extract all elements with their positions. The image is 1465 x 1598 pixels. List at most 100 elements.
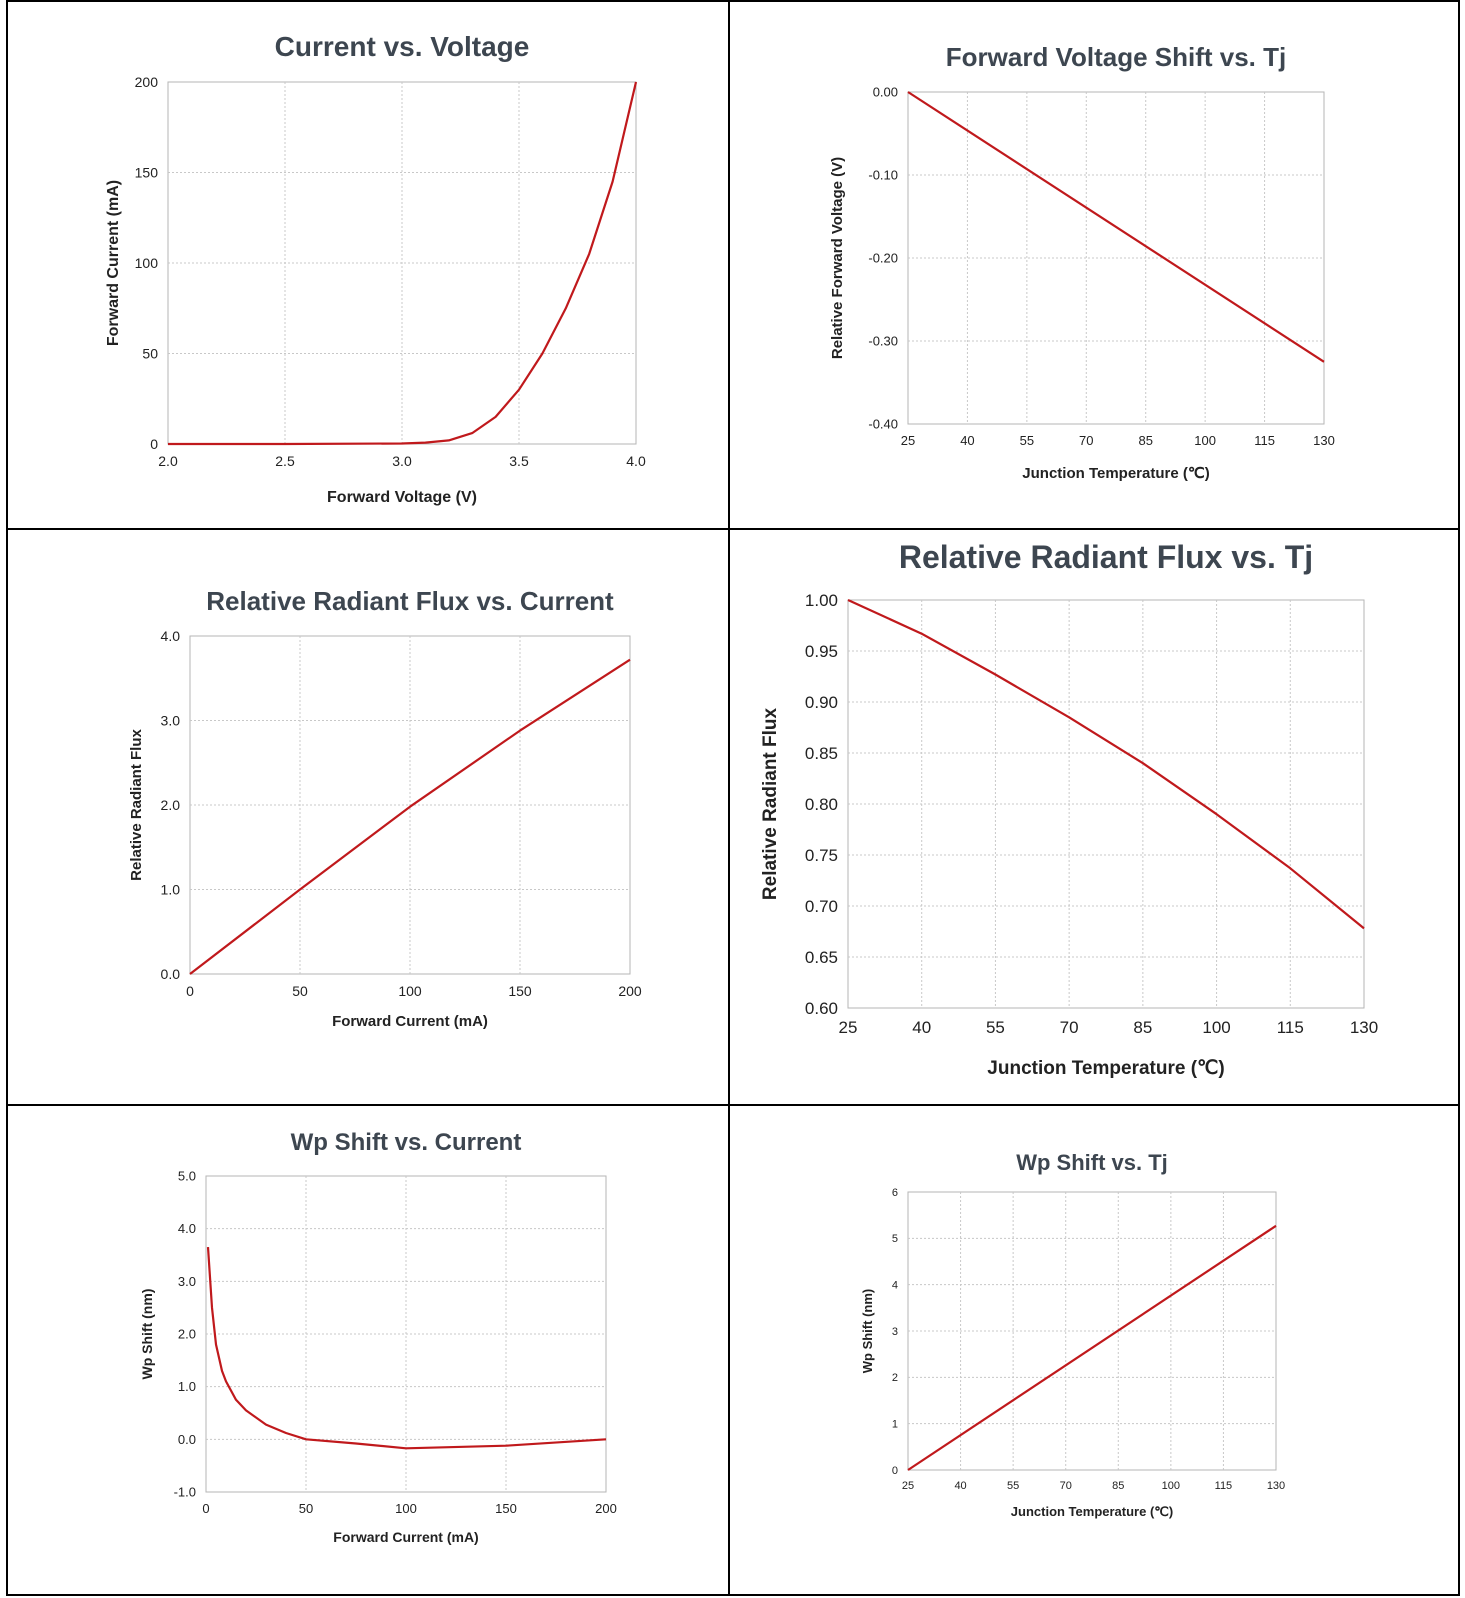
chart-title: Current vs. Voltage (275, 31, 530, 62)
y-tick-label: -0.30 (868, 334, 898, 349)
y-tick-label: -0.10 (868, 168, 898, 183)
x-tick-label: 70 (1060, 1018, 1079, 1037)
y-tick-label: 0.70 (805, 897, 838, 916)
y-tick-label: 200 (135, 74, 159, 90)
y-tick-label: -0.20 (868, 251, 898, 266)
x-axis-label: Junction Temperature (℃) (987, 1058, 1224, 1079)
series-line (907, 91, 1325, 363)
y-tick-label: -1.0 (174, 1485, 196, 1500)
x-axis-label: Forward Voltage (V) (327, 489, 477, 506)
y-tick-label: 100 (135, 255, 159, 271)
y-tick-label: 0 (892, 1465, 898, 1477)
x-tick-label: 150 (495, 1501, 517, 1516)
current-vs-voltage-chart: Current vs. Voltage 2.0 2.5 3.0 3.5 4.0 0 50 100… (105, 31, 646, 506)
x-tick-label: 40 (960, 433, 974, 448)
chart-panel-iv: Current vs. Voltage 2.0 2.5 3.0 3.5 4.0 0 50 100… (6, 0, 730, 530)
chart-panel-vf-shift: Forward Voltage Shift vs. Tj 25 40 55 70 85 10… (728, 0, 1460, 530)
y-tick-label: 5 (892, 1233, 898, 1245)
x-tick-label: 115 (1277, 1018, 1304, 1037)
x-tick-label: 25 (901, 433, 915, 448)
y-axis-label: Forward Current (mA) (105, 180, 122, 346)
x-axis-label: Junction Temperature (℃) (1022, 465, 1209, 482)
x-tick-label: 115 (1254, 433, 1275, 448)
x-tick-label: 0 (186, 983, 194, 999)
y-tick-label: 3.0 (178, 1274, 196, 1289)
y-tick-label: 0.95 (805, 642, 838, 661)
x-tick-label: 2.0 (158, 453, 178, 469)
x-tick-label: 115 (1215, 1480, 1233, 1492)
x-tick-label: 100 (1162, 1480, 1180, 1492)
x-tick-label: 50 (299, 1501, 313, 1516)
chart-panel-flux-tj: Relative Radiant Flux vs. Tj 25 40 55 70 85 10… (728, 528, 1460, 1106)
y-tick-label: 0.65 (805, 948, 838, 967)
x-tick-label: 25 (902, 1480, 914, 1492)
x-tick-label: 85 (1112, 1480, 1124, 1492)
x-tick-label: 40 (954, 1480, 966, 1492)
y-tick-label: 1.0 (178, 1379, 196, 1394)
y-tick-label: 0.0 (161, 966, 181, 982)
x-tick-label: 70 (1060, 1480, 1072, 1492)
y-tick-label: 50 (142, 345, 158, 361)
x-tick-label: 100 (395, 1501, 417, 1516)
x-tick-label: 85 (1133, 1018, 1152, 1037)
x-tick-label: 0 (202, 1501, 209, 1516)
y-tick-label: 4 (892, 1280, 898, 1292)
x-tick-label: 100 (1194, 433, 1216, 448)
chart-title: Relative Radiant Flux vs. Tj (899, 539, 1313, 575)
x-tick-label: 130 (1267, 1480, 1285, 1492)
x-tick-label: 130 (1313, 433, 1335, 448)
y-tick-label: 0.80 (805, 795, 838, 814)
y-tick-label: 3 (892, 1326, 898, 1338)
chart-panel-wp-tj: Wp Shift vs. Tj 25 40 55 70 85 100 115 130 0 1 2 3 4 5… (728, 1104, 1460, 1596)
x-tick-label: 150 (508, 983, 532, 999)
x-tick-label: 55 (1020, 433, 1034, 448)
y-tick-label: 4.0 (161, 628, 181, 644)
y-tick-label: 0.85 (805, 744, 838, 763)
series-line (907, 1224, 1277, 1471)
forward-voltage-shift-chart: Forward Voltage Shift vs. Tj 25 40 55 70 85 10… (829, 42, 1335, 482)
x-tick-label: 40 (912, 1018, 931, 1037)
chart-title: Forward Voltage Shift vs. Tj (946, 42, 1286, 72)
y-tick-label: 1.0 (161, 881, 181, 897)
x-axis-label: Forward Current (mA) (333, 1529, 478, 1545)
y-tick-label: 0.0 (178, 1432, 196, 1447)
y-tick-label: 4.0 (178, 1221, 196, 1236)
y-tick-label: 5.0 (178, 1169, 196, 1184)
y-axis-label: Wp Shift (nm) (860, 1289, 875, 1373)
x-tick-label: 70 (1079, 433, 1093, 448)
series-line (206, 1247, 607, 1450)
x-tick-label: 50 (292, 983, 308, 999)
x-axis-label: Junction Temperature (℃) (1011, 1504, 1173, 1519)
y-tick-label: 0.90 (805, 693, 838, 712)
series-line (847, 598, 1365, 930)
y-tick-label: 0.00 (873, 85, 898, 100)
x-tick-label: 55 (1007, 1480, 1019, 1492)
x-tick-label: 2.5 (275, 453, 295, 469)
series-line (189, 658, 631, 975)
x-tick-label: 100 (398, 983, 422, 999)
x-tick-label: 100 (1202, 1018, 1230, 1037)
x-tick-label: 85 (1138, 433, 1152, 448)
y-tick-label: 3.0 (161, 712, 181, 728)
chart-title: Wp Shift vs. Tj (1016, 1150, 1168, 1175)
x-tick-label: 3.5 (509, 453, 529, 469)
x-tick-label: 3.0 (392, 453, 412, 469)
y-tick-label: 0.75 (805, 846, 838, 865)
x-tick-label: 25 (839, 1018, 858, 1037)
y-tick-label: 1.00 (805, 591, 838, 610)
series-line (168, 81, 638, 446)
y-tick-label: 2.0 (178, 1327, 196, 1342)
y-axis-label: Relative Radiant Flux (760, 707, 781, 900)
chart-title: Wp Shift vs. Current (291, 1129, 522, 1156)
x-axis-label: Forward Current (mA) (332, 1013, 488, 1030)
x-tick-label: 130 (1350, 1018, 1378, 1037)
y-tick-label: -0.40 (868, 417, 898, 432)
radiant-flux-vs-tj-chart: Relative Radiant Flux vs. Tj 25 40 55 70 85 10… (760, 539, 1378, 1079)
wp-shift-vs-tj-chart: Wp Shift vs. Tj 25 40 55 70 85 100 115 130 0 1 2 3 4 5… (860, 1150, 1285, 1519)
y-tick-label: 150 (135, 164, 159, 180)
chart-title: Relative Radiant Flux vs. Current (206, 586, 614, 616)
radiant-flux-vs-current-chart: Relative Radiant Flux vs. Current 0 50 100 1… (128, 586, 642, 1030)
y-axis-label: Wp Shift (nm) (139, 1289, 155, 1380)
x-tick-label: 200 (618, 983, 642, 999)
y-tick-label: 2.0 (161, 797, 181, 813)
